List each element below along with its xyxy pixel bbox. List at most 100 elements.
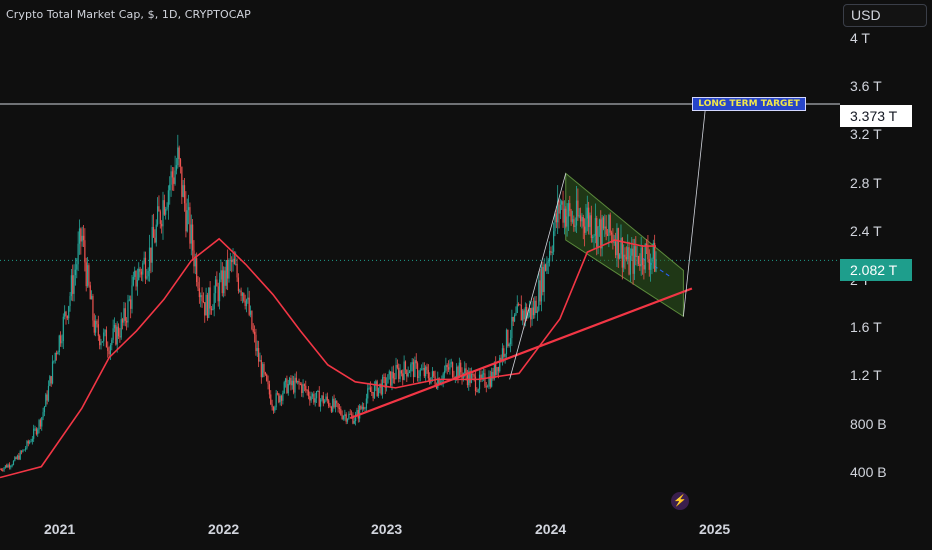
candle-body [487, 386, 489, 388]
candle-body [140, 271, 143, 275]
candle-body [617, 228, 619, 259]
candle-body [218, 279, 221, 302]
candle-body [412, 362, 415, 378]
candle-body [57, 352, 59, 355]
candle-body [84, 240, 86, 263]
candle-body [481, 374, 483, 379]
candle-body [223, 270, 225, 294]
candle-body [575, 200, 578, 226]
candle-body [279, 395, 281, 403]
candle-body [0, 469, 1, 470]
candle-body [375, 381, 377, 386]
candle-body [628, 247, 630, 275]
candle-body [86, 265, 89, 287]
candle-body [34, 428, 36, 430]
candle-body [582, 217, 584, 227]
candle-body [80, 228, 82, 242]
candle-body [268, 384, 271, 395]
candle-body [229, 259, 231, 261]
candle-body [318, 390, 320, 407]
x-tick-label: 2024 [535, 521, 567, 537]
candle-body [554, 213, 556, 232]
candle-body [61, 341, 63, 344]
candle-body [146, 276, 148, 279]
target-projection-line [682, 103, 707, 317]
candle-body [433, 371, 435, 377]
candle-body [426, 366, 428, 371]
candle-body [62, 316, 64, 342]
long-term-target-annotation[interactable]: LONG TERM TARGET [692, 97, 806, 111]
candle-body [217, 286, 219, 302]
candle-body [307, 390, 310, 397]
candle-body [325, 396, 327, 401]
candle-body [627, 247, 629, 260]
candle-body [532, 307, 535, 316]
x-tick-label: 2023 [371, 521, 403, 537]
candle-body [346, 418, 349, 422]
candle-body [209, 287, 211, 309]
candle-body [350, 414, 353, 416]
candles [0, 134, 657, 473]
candle-body [248, 297, 250, 315]
candle-body [456, 366, 458, 378]
candle-body [289, 377, 291, 385]
candle-body [523, 310, 525, 320]
candle-body [654, 242, 656, 272]
candle-body [3, 467, 5, 471]
candle-body [395, 364, 397, 379]
candle-body [437, 378, 439, 389]
candle-body [495, 362, 497, 375]
candle-body [503, 348, 505, 357]
candle-body [559, 204, 561, 214]
candle-body [35, 428, 37, 435]
candle-body [317, 390, 319, 392]
candle-body [453, 376, 455, 378]
candle-body [74, 269, 77, 276]
candle-body [192, 224, 194, 251]
candle-body [116, 326, 118, 345]
candle-body [355, 414, 357, 422]
candle-body [88, 265, 90, 286]
candle-body [97, 324, 99, 336]
candle-body [558, 200, 560, 214]
candle-body [458, 362, 460, 378]
candle-body [543, 264, 545, 292]
currency-button[interactable]: USD [843, 4, 927, 27]
lightning-icon[interactable]: ⚡ [671, 492, 689, 510]
candle-body [161, 223, 163, 227]
candle-body [123, 308, 125, 323]
candle-body [342, 416, 345, 420]
candle-body [130, 299, 132, 309]
candle-body [228, 260, 230, 279]
candle-body [42, 412, 44, 418]
y-tick-label: 1.6 T [850, 319, 882, 335]
candle-body [512, 317, 514, 322]
candle-body [606, 234, 609, 236]
candle-body [287, 384, 289, 394]
candle-body [69, 296, 71, 307]
candle-body [470, 373, 473, 383]
candle-body [539, 280, 541, 302]
candle-body [73, 275, 75, 294]
candle-body [291, 380, 293, 386]
y-tick-label: 2.4 T [850, 223, 882, 239]
candle-body [305, 385, 307, 391]
candle-body [201, 295, 203, 302]
candle-body [491, 371, 493, 387]
candle-body [208, 287, 210, 318]
candle-body [15, 457, 17, 459]
candle-body [77, 243, 79, 265]
candle-body [562, 201, 564, 223]
candle-body [43, 406, 46, 413]
candle-body [468, 371, 470, 386]
candle-body [50, 376, 52, 384]
candle-body [551, 251, 553, 253]
candle-body [205, 294, 207, 316]
candle-body [619, 254, 621, 259]
candle-body [14, 457, 16, 461]
candle-body [95, 320, 97, 333]
candle-body [253, 331, 256, 335]
candle-body [267, 380, 269, 385]
candle-body [396, 364, 398, 368]
